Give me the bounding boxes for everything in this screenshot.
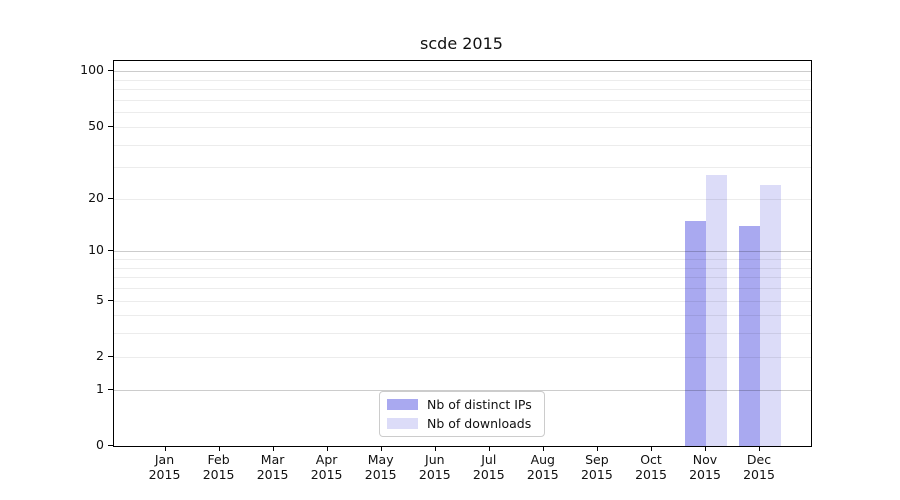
- x-tick-month: Oct: [640, 452, 662, 467]
- minor-gridline: [114, 99, 811, 101]
- plot-area: [113, 60, 812, 447]
- x-axis-tick-label: Nov 2015: [673, 452, 737, 482]
- x-tick-month: Feb: [207, 452, 230, 467]
- y-axis-tick-label: 1: [96, 380, 104, 396]
- x-axis-tick-label: Oct 2015: [619, 452, 683, 482]
- y-axis-tick: [108, 250, 113, 252]
- x-tick-year: 2015: [310, 467, 343, 482]
- y-axis-tick-label: 20: [88, 189, 104, 205]
- x-axis-tick: [542, 446, 544, 451]
- x-tick-year: 2015: [364, 467, 397, 482]
- minor-gridline: [114, 144, 811, 146]
- x-axis-tick-label: Apr 2015: [295, 452, 359, 482]
- y-axis-tick: [108, 70, 113, 72]
- legend-swatch-distinct-ips: [387, 399, 418, 410]
- x-axis-tick: [380, 446, 382, 451]
- bar-downloads: [760, 184, 782, 446]
- x-tick-year: 2015: [148, 467, 181, 482]
- y-axis-tick-label: 5: [96, 291, 104, 307]
- minor-gridline: [114, 167, 811, 169]
- x-axis-tick: [218, 446, 220, 451]
- bar-distinct-ips: [684, 220, 706, 446]
- x-tick-month: Jun: [425, 452, 445, 467]
- x-axis-tick-label: Aug 2015: [511, 452, 575, 482]
- y-axis-tick: [108, 355, 113, 357]
- x-axis-tick-label: May 2015: [349, 452, 413, 482]
- x-axis-tick-label: Jan 2015: [133, 452, 197, 482]
- y-axis-tick: [108, 388, 113, 390]
- bar-downloads: [706, 175, 728, 446]
- minor-gridline: [114, 112, 811, 114]
- major-gridline: [114, 71, 811, 73]
- bar-distinct-ips: [738, 226, 760, 446]
- plot-inner: [114, 61, 811, 446]
- minor-gridline: [114, 79, 811, 81]
- y-axis-tick: [108, 125, 113, 127]
- x-tick-year: 2015: [202, 467, 235, 482]
- x-axis-tick: [326, 446, 328, 451]
- x-axis-tick-label: Mar 2015: [241, 452, 305, 482]
- x-axis-tick: [164, 446, 166, 451]
- x-axis-tick-label: Feb 2015: [187, 452, 251, 482]
- y-axis-tick-label: 10: [88, 242, 104, 258]
- x-tick-month: May: [367, 452, 394, 467]
- minor-gridline: [114, 126, 811, 128]
- y-axis-tick: [108, 197, 113, 199]
- x-axis-tick-label: Jun 2015: [403, 452, 467, 482]
- y-axis-tick: [108, 445, 113, 446]
- legend-swatch-downloads: [387, 418, 418, 429]
- x-tick-month: Sep: [585, 452, 609, 467]
- x-axis-tick-label: Sep 2015: [565, 452, 629, 482]
- legend-label-downloads: Nb of downloads: [427, 416, 532, 431]
- x-axis-tick: [651, 446, 652, 451]
- y-axis-tick-label: 100: [80, 62, 104, 78]
- x-axis-tick-label: Jul 2015: [457, 452, 521, 482]
- x-axis-tick: [272, 446, 274, 451]
- y-axis-tick-label: 2: [96, 347, 104, 363]
- legend-item-distinct-ips: Nb of distinct IPs: [387, 396, 537, 413]
- y-axis-tick: [108, 299, 113, 301]
- x-tick-year: 2015: [418, 467, 451, 482]
- x-tick-month: Nov: [692, 452, 718, 467]
- x-axis-tick-label: Dec 2015: [727, 452, 791, 482]
- chart-title: scde 2015: [420, 34, 503, 53]
- x-axis-tick: [759, 446, 760, 451]
- x-axis-tick: [434, 446, 436, 451]
- x-axis-tick: [596, 446, 598, 451]
- x-tick-month: Dec: [746, 452, 772, 467]
- legend: Nb of distinct IPs Nb of downloads: [379, 391, 545, 437]
- x-tick-month: Jul: [481, 452, 497, 467]
- x-tick-month: Mar: [260, 452, 285, 467]
- x-tick-month: Aug: [530, 452, 555, 467]
- y-axis-tick-label: 50: [88, 117, 104, 133]
- y-axis-tick-label: 0: [96, 437, 104, 452]
- legend-label-distinct-ips: Nb of distinct IPs: [427, 397, 532, 412]
- x-tick-year: 2015: [635, 467, 667, 482]
- x-axis-tick: [705, 446, 706, 451]
- x-tick-month: Jan: [154, 452, 175, 467]
- x-tick-year: 2015: [256, 467, 289, 482]
- legend-item-downloads: Nb of downloads: [387, 415, 537, 432]
- minor-gridline: [114, 89, 811, 91]
- x-tick-year: 2015: [689, 467, 721, 482]
- x-tick-year: 2015: [580, 467, 613, 482]
- x-tick-year: 2015: [743, 467, 775, 482]
- x-tick-month: Apr: [315, 452, 338, 467]
- x-tick-year: 2015: [526, 467, 559, 482]
- x-tick-year: 2015: [472, 467, 505, 482]
- x-axis-tick: [488, 446, 490, 451]
